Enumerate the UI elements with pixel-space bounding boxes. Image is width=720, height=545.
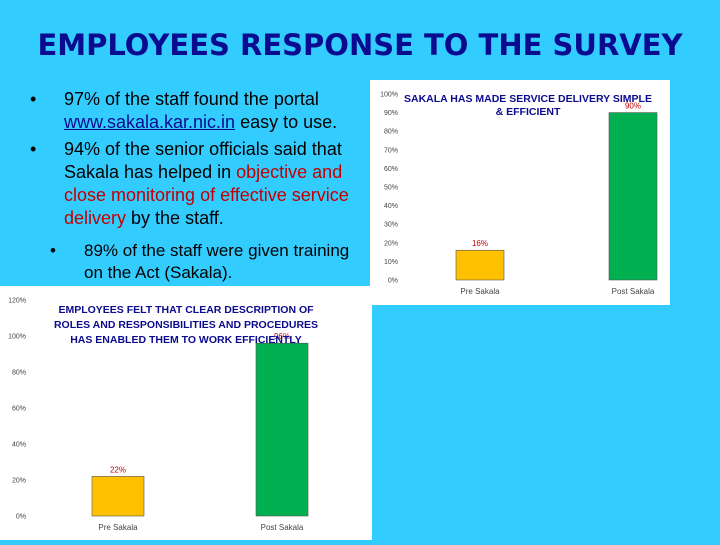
chart-b-ytick-label: 100% (8, 334, 26, 341)
chart-b-bar-post (255, 342, 309, 517)
chart-a-ytick-label: 10% (384, 259, 398, 266)
chart-b-category-label: Post Sakala (261, 523, 304, 532)
chart-service-delivery: 0% 10% 20% 30% 40% 50% 60% 70% 80% 90% 100% 16% Pre … (370, 80, 670, 305)
bullet-marker: • (30, 139, 37, 159)
chart-a-title-line: SAKALA HAS MADE SERVICE DELIVERY SIMPLE (404, 93, 652, 105)
chart-a-data-label: 16% (472, 239, 488, 248)
chart-a-category-label: Post Sakala (612, 287, 655, 296)
bullet-marker: • (30, 89, 37, 109)
chart-a-ytick-label: 90% (384, 110, 398, 117)
slide-title: EMPLOYEES RESPONSE TO THE SURVEY (37, 28, 683, 62)
chart-b-category-label: Pre Sakala (98, 523, 138, 532)
chart-b-data-label: 22% (110, 465, 126, 474)
portal-link[interactable]: www.sakala.kar.nic.in (64, 112, 236, 132)
bullet-item: • 97% of the staff found the portal www.… (30, 88, 370, 134)
bullet-marker: • (50, 241, 56, 260)
chart-a-bar-pre (455, 249, 505, 281)
chart-b-ytick-label: 0% (16, 514, 26, 521)
chart-b-title-line: HAS ENABLED THEM TO WORK EFFICIENTLY (70, 334, 302, 346)
chart-b-ytick-label: 40% (12, 442, 26, 449)
chart-a-ytick-label: 20% (384, 240, 398, 247)
chart-a-data-label: 90% (625, 102, 641, 111)
chart-a-ytick-label: 70% (384, 147, 398, 154)
chart-service-delivery-svg: 0% 10% 20% 30% 40% 50% 60% 70% 80% 90% 100% 16% Pre … (380, 92, 658, 296)
bullet-item: • 94% of the senior officials said that … (30, 138, 370, 230)
chart-a-title-line: & EFFICIENT (496, 106, 561, 118)
chart-b-ytick-label: 20% (12, 478, 26, 485)
bullet-item: • 89% of the staff were given training o… (30, 240, 370, 284)
chart-roles-clarity: 0% 20% 40% 60% 80% 100% 120% 22% Pre Sakala 96% Po… (0, 286, 372, 540)
chart-a-ytick-label: 100% (380, 92, 398, 99)
chart-a-ytick-label: 80% (384, 129, 398, 136)
chart-b-data-label: 96% (274, 332, 290, 341)
chart-a-title: SAKALA HAS MADE SERVICE DELIVERY SIMPLE &… (404, 93, 652, 118)
chart-b-title-line: EMPLOYEES FELT THAT CLEAR DESCRIPTION OF (58, 304, 314, 316)
highlight-text: objective and close monitoring of effect… (64, 162, 349, 228)
bullet-text: by the staff. (126, 208, 224, 228)
chart-roles-clarity-svg: 0% 20% 40% 60% 80% 100% 120% 22% Pre Sakala 96% Po… (8, 298, 318, 533)
chart-b-ytick-label: 80% (12, 370, 26, 377)
bullet-text: 97% of the staff found the portal (64, 89, 319, 109)
bullet-text: 94% of the senior officials said that Sa… (64, 139, 342, 182)
chart-a-ytick-label: 60% (384, 166, 398, 173)
chart-a-ytick-label: 40% (384, 203, 398, 210)
bullet-list: • 97% of the staff found the portal www.… (30, 88, 370, 288)
chart-b-bar-pre (91, 476, 145, 517)
chart-b-ytick-label: 60% (12, 406, 26, 413)
chart-b-title-line: ROLES AND RESPONSIBILITIES AND PROCEDURE… (54, 319, 318, 331)
chart-b-ytick-label: 120% (8, 298, 26, 305)
chart-a-ytick-label: 30% (384, 222, 398, 229)
chart-a-category-label: Pre Sakala (460, 287, 500, 296)
chart-a-bar-post (608, 112, 658, 281)
chart-a-ytick-label: 50% (384, 185, 398, 192)
chart-a-ytick-label: 0% (388, 278, 398, 285)
bullet-text: 89% of the staff were given training on … (84, 241, 350, 282)
bullet-text: easy to use. (235, 112, 338, 132)
